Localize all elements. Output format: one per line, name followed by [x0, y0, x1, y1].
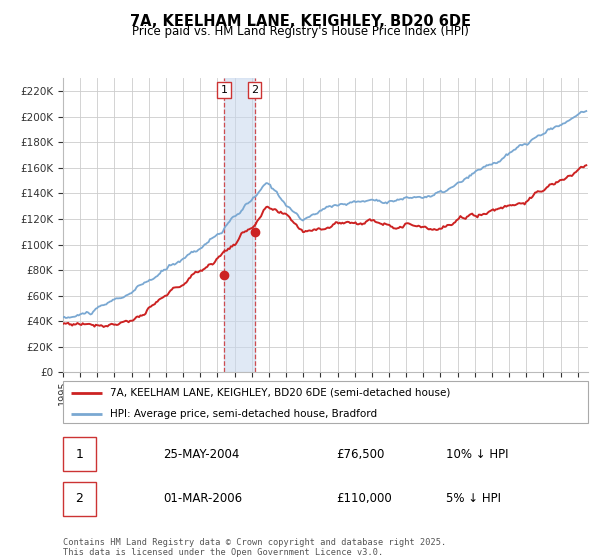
Bar [224, 78, 254, 372]
Text: Contains HM Land Registry data © Crown copyright and database right 2025.
This d: Contains HM Land Registry data © Crown c… [63, 538, 446, 557]
Text: 01-MAR-2006: 01-MAR-2006 [163, 492, 242, 506]
Text: 7A, KEELHAM LANE, KEIGHLEY, BD20 6DE (semi-detached house): 7A, KEELHAM LANE, KEIGHLEY, BD20 6DE (se… [110, 388, 451, 398]
Text: 10% ↓ HPI: 10% ↓ HPI [446, 447, 509, 461]
Text: £110,000: £110,000 [336, 492, 392, 506]
Text: HPI: Average price, semi-detached house, Bradford: HPI: Average price, semi-detached house,… [110, 409, 377, 418]
Text: 7A, KEELHAM LANE, KEIGHLEY, BD20 6DE: 7A, KEELHAM LANE, KEIGHLEY, BD20 6DE [130, 14, 470, 29]
Bar [63, 437, 95, 472]
Text: 2: 2 [76, 492, 83, 506]
Bar [63, 482, 95, 516]
Text: 2: 2 [251, 85, 258, 95]
Text: Price paid vs. HM Land Registry's House Price Index (HPI): Price paid vs. HM Land Registry's House … [131, 25, 469, 38]
Text: 25-MAY-2004: 25-MAY-2004 [163, 447, 239, 461]
Text: 1: 1 [220, 85, 227, 95]
Text: 5% ↓ HPI: 5% ↓ HPI [446, 492, 501, 506]
Text: £76,500: £76,500 [336, 447, 385, 461]
Text: 1: 1 [76, 447, 83, 461]
